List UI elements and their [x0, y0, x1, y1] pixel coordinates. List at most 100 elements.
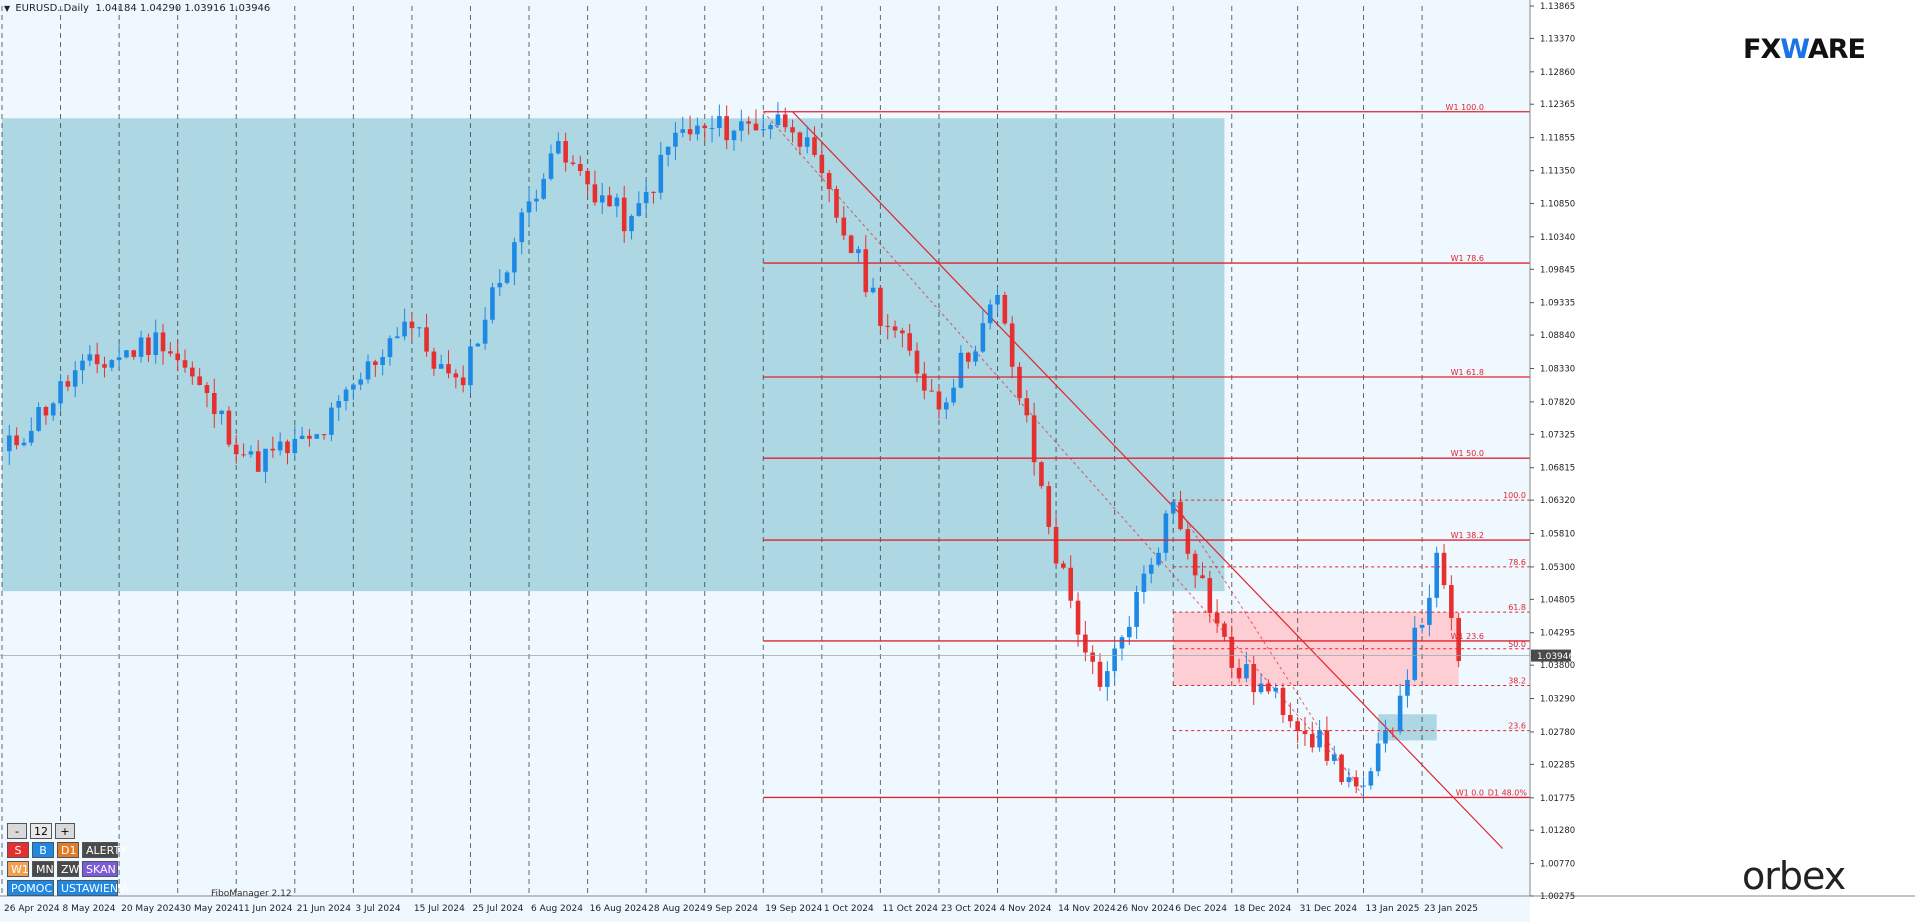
bullish-candle	[277, 441, 283, 451]
weekly-fib-extra-label: D1 48.0%	[1488, 788, 1528, 797]
bearish-candle	[753, 123, 759, 131]
bullish-candle	[519, 212, 525, 243]
bearish-candle	[226, 410, 232, 445]
bearish-candle	[460, 377, 466, 386]
bearish-candle	[241, 454, 246, 456]
bearish-candle	[592, 184, 598, 203]
x-tick-label: 23 Oct 2024	[941, 904, 997, 914]
bearish-candle	[563, 141, 568, 163]
x-tick-label: 3 Jul 2024	[355, 904, 400, 914]
bullish-candle	[1317, 730, 1322, 748]
trend-line	[792, 111, 1504, 849]
bullish-candle	[629, 215, 634, 232]
x-tick-label: 28 Aug 2024	[648, 904, 706, 914]
price-axis-background	[1530, 0, 1915, 922]
bearish-candle	[1024, 398, 1030, 416]
bearish-candle	[1090, 652, 1095, 662]
bearish-candle	[94, 354, 100, 365]
help-button[interactable]: POMOC	[7, 880, 54, 896]
bearish-candle	[1295, 721, 1300, 732]
bearish-candle	[746, 121, 751, 124]
logo-are-text: ARE	[1807, 34, 1866, 65]
x-tick-label: 16 Aug 2024	[590, 904, 648, 914]
bearish-candle	[131, 350, 137, 357]
bullish-candle	[636, 203, 642, 216]
bullish-candle	[1273, 687, 1278, 692]
y-tick-label: 1.13370	[1540, 34, 1575, 44]
orbex-logo: orbex	[1742, 854, 1846, 898]
bearish-candle	[211, 392, 217, 415]
period-value[interactable]: 12	[30, 823, 52, 839]
bearish-candle	[102, 364, 107, 368]
bearish-candle	[321, 434, 327, 436]
bearish-candle	[885, 325, 891, 327]
bullish-candle	[358, 379, 363, 385]
scan-button[interactable]: SKAN	[82, 861, 118, 877]
bearish-candle	[1046, 486, 1052, 527]
alerts-button[interactable]: ALERTY	[82, 842, 127, 858]
ohlc-values: 1.04184 1.04290 1.03916 1.03946	[95, 3, 271, 14]
bearish-candle	[204, 385, 210, 393]
bullish-candle	[1148, 564, 1154, 574]
settings-button[interactable]: USTAWIENIA	[57, 880, 129, 896]
bearish-candle	[453, 373, 459, 378]
x-tick-label: 8 May 2024	[63, 904, 116, 914]
bearish-candle	[1309, 734, 1315, 748]
bearish-candle	[900, 330, 905, 334]
y-tick-label: 1.02780	[1540, 728, 1575, 738]
bearish-candle	[687, 129, 693, 135]
w1-button[interactable]: W1	[7, 861, 29, 877]
bearish-candle	[1200, 575, 1205, 579]
candles	[7, 101, 1461, 799]
zw-button[interactable]: ZW	[57, 861, 79, 877]
bullish-candle	[116, 357, 122, 361]
x-tick-label: 6 Dec 2024	[1175, 904, 1227, 914]
bullish-candle	[870, 287, 876, 293]
bullish-candle	[1434, 552, 1440, 598]
bullish-candle	[1361, 785, 1366, 787]
bullish-candle	[263, 448, 268, 472]
daily-fib-label: 38.2	[1508, 676, 1526, 685]
daily-fib-label: 78.6	[1508, 558, 1526, 567]
bullish-candle	[731, 130, 737, 141]
y-tick-label: 1.10850	[1540, 199, 1575, 209]
bearish-candle	[14, 435, 19, 446]
d1-button[interactable]: D1	[57, 842, 79, 858]
bearish-candle	[907, 333, 912, 351]
bullish-candle	[1141, 573, 1147, 593]
logo-w-text: W	[1780, 34, 1809, 65]
bullish-candle	[943, 402, 949, 410]
weekly-fib-label: W1 38.2	[1451, 531, 1484, 540]
bearish-candle	[307, 435, 312, 439]
increase-button[interactable]: +	[55, 823, 75, 839]
bearish-candle	[892, 326, 898, 331]
bearish-candle	[1207, 578, 1213, 613]
bearish-candle	[1017, 366, 1022, 399]
bullish-candle	[526, 201, 532, 213]
bullish-candle	[387, 338, 393, 358]
bullish-candle	[1105, 671, 1110, 687]
decrease-button[interactable]: -	[7, 823, 27, 839]
sell-button[interactable]: S	[7, 842, 29, 858]
bearish-candle	[1236, 667, 1242, 679]
bearish-candle	[1229, 636, 1235, 668]
weekly-fib-label: W1 50.0	[1451, 449, 1484, 458]
bullish-candle	[614, 197, 620, 207]
x-tick-label: 20 May 2024	[121, 904, 180, 914]
bullish-candle	[299, 435, 305, 440]
buy-button[interactable]: B	[32, 842, 54, 858]
mn-button[interactable]: MN	[32, 861, 54, 877]
bearish-candle	[1075, 600, 1081, 635]
x-tick-label: 6 Aug 2024	[531, 904, 583, 914]
dropdown-triangle-icon[interactable]: ▼	[4, 4, 11, 13]
x-tick-label: 15 Jul 2024	[414, 904, 465, 914]
bullish-candle	[50, 403, 56, 416]
y-tick-label: 1.08330	[1540, 364, 1575, 374]
bearish-candle	[812, 137, 817, 155]
bearish-candle	[285, 441, 290, 454]
x-tick-label: 4 Nov 2024	[1000, 904, 1052, 914]
bearish-candle	[1214, 612, 1220, 624]
bearish-candle	[1083, 634, 1088, 653]
bullish-candle	[995, 294, 1000, 305]
